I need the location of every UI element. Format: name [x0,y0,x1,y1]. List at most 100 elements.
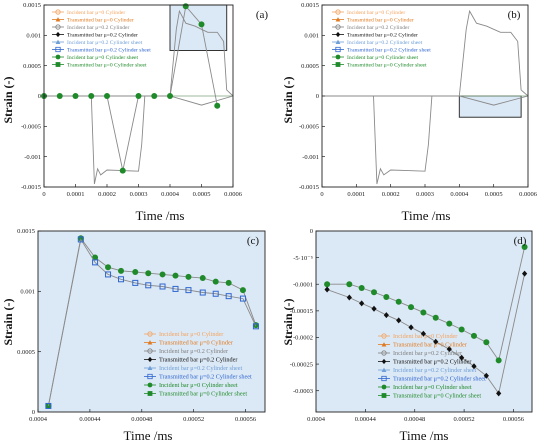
legend-entry: Transmitted bar μ=0 Cylinder [347,18,414,24]
data-point [145,282,152,289]
legend-entry: Transmitted bar μ=0 Cylinder sheet [393,393,481,400]
legend-entry: Incident bar μ=0.2 Cylinder [67,25,130,31]
data-point [521,270,528,277]
data-point [118,276,125,283]
panel-3: 0.0004 0.00044 0.00048 0.00052 0.00056 0 -5·10… [281,228,533,442]
data-point [446,346,452,353]
data-point [459,354,465,361]
data-point [483,339,490,346]
data-point [118,267,125,274]
y-tick-label: -0.0015 [299,184,319,191]
legend-entry: Incident bar μ=0 Cylinder sheet [159,382,238,389]
x-tick-label: 0.0005 [485,191,503,198]
panel-label: (d) [514,235,527,247]
panel-label: (b) [508,9,521,21]
legend-entry: Transmitted bar μ=0 Cylinder sheet [347,63,427,69]
data-point [198,21,205,28]
legend-marker [55,39,61,44]
y-tick-label: -5·10⁻⁵ [293,255,313,262]
data-point [119,167,126,174]
data-point [214,102,221,109]
y-tick-label: 0.0015 [23,2,41,9]
data-point [420,309,427,316]
x-tick-label: 0.0001 [347,191,365,198]
y-axis-label: Strain (-) [1,77,15,124]
x-tick-label: 0.00056 [503,416,525,423]
legend-entry: Incident bar μ=0 Cylinder [347,10,405,16]
x-axis-label: Time /ms [401,208,450,223]
data-point [359,300,365,307]
data-point [408,324,414,331]
panel-1: 0 0.0001 0.0002 0.0003 0.0004 0.0005 0.0006 -0.… [281,2,538,223]
legend-entry: Incident bar μ=0.2 Cylinder sheet [159,365,243,372]
legend-marker [147,373,153,380]
y-tick-label: -0.0002 [293,335,313,342]
x-tick-label: 0.00052 [183,416,204,423]
legend-marker [335,46,341,53]
data-point [132,269,139,276]
legend-marker [381,350,387,356]
y-tick-label: 0 [310,228,313,235]
data-point [371,305,377,312]
x-tick-label: 0.00048 [131,416,152,423]
series-line [47,238,257,407]
data-point [72,93,79,99]
data-point [105,264,112,271]
y-tick-label: 0 [32,409,35,416]
data-point [225,279,232,286]
x-tick-label: 0.0002 [382,191,400,198]
data-point [324,281,331,288]
x-tick-label: 0 [42,191,45,198]
legend-entry: Incident bar μ=0.2 Cylinder [159,348,228,355]
x-tick-label: 0.00044 [355,416,377,423]
data-point [56,93,63,99]
y-tick-label: 0.0015 [301,2,319,9]
legend-entry: Transmitted bar μ=0.2 Cylinder sheet [393,376,486,383]
legend-entry: Transmitted bar μ=0.2 Cylinder [347,33,418,39]
data-point [77,236,84,243]
x-tick-label: 0.00056 [235,416,257,423]
legend-marker [147,382,153,388]
legend-marker [55,46,61,53]
legend-marker [335,39,341,44]
data-point [172,285,179,292]
data-point [182,3,189,10]
data-point [151,93,158,99]
legend-entry: Incident bar μ=0.2 Cylinder sheet [67,40,143,46]
x-tick-label: 0.0004 [29,416,48,423]
y-tick-label: -0.001 [24,154,41,161]
x-tick-label: 0.00052 [454,416,475,423]
legend-entry: Transmitted bar μ=0 Cylinder [393,342,467,349]
data-point [346,294,352,301]
data-point [199,275,206,282]
x-tick-label: 0 [320,191,323,198]
legend-marker [335,24,341,30]
data-point [88,93,95,99]
x-axis-label: Time /ms [135,208,184,223]
legend-entry: Transmitted bar μ=0.2 Cylinder [393,359,471,366]
data-point [167,93,173,99]
data-point [396,317,402,324]
legend-marker [147,356,153,363]
legend-marker [335,9,341,15]
data-point [145,270,152,277]
x-tick-label: 0.0003 [130,191,148,198]
plot-frame [37,230,266,413]
legend-entry: Incident bar μ=0 Cylinder sheet [347,55,419,61]
plot-background [316,231,532,412]
data-point [358,284,365,291]
legend-marker [381,342,387,347]
legend-marker [381,375,387,382]
panel-label: (c) [247,235,260,247]
data-point [212,278,219,285]
x-tick-label: 0.0004 [307,416,326,423]
legend-marker [147,365,153,370]
x-axis-label: Time /ms [399,428,448,442]
legend-marker [335,17,341,22]
y-tick-label: 0 [316,93,319,100]
legend-entry: Transmitted bar μ=0 Cylinder sheet [67,63,147,69]
legend-marker [55,62,61,67]
data-point [105,271,112,278]
legend-entry: Incident bar μ=0.2 Cylinder [347,25,410,31]
panel-2: 0.0004 0.00044 0.00048 0.00052 0.00056 0 0.000… [1,228,266,442]
